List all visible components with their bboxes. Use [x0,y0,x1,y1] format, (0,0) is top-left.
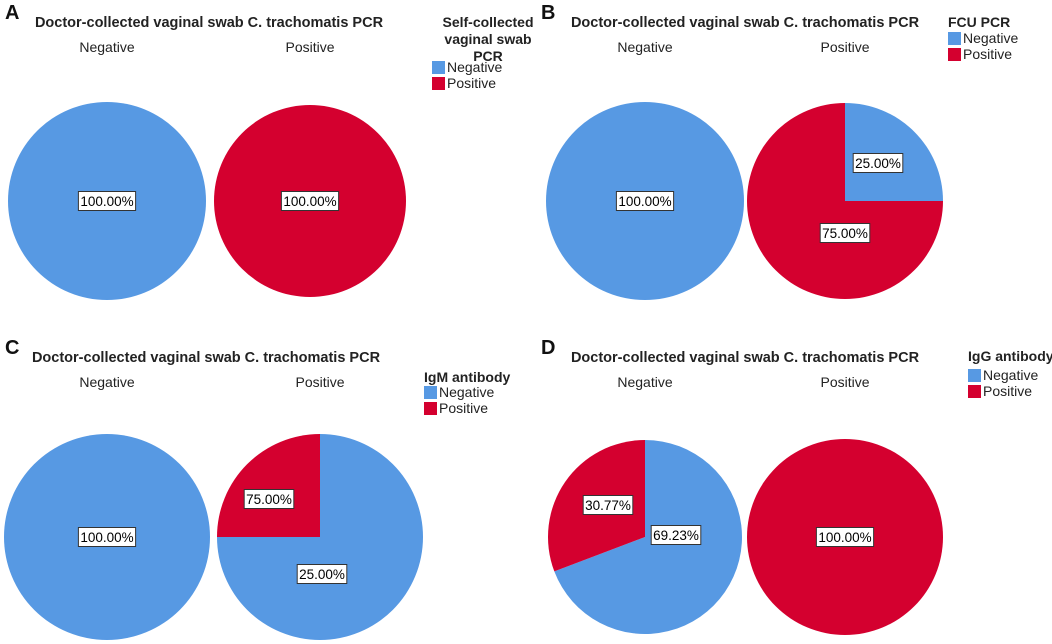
panel-d: D Doctor-collected vaginal swab C. tracho… [541,337,1052,635]
data-label-text: 25.00% [855,156,901,171]
pie-slice [845,103,943,201]
data-label-text: 30.77% [585,498,631,513]
data-label: 69.23% [650,525,702,545]
chart-title: Doctor-collected vaginal swab C. trachom… [35,15,384,31]
legend-title: IgG antibody [968,348,1052,364]
data-label-box [296,564,348,584]
legend-swatch [968,369,981,382]
legend-swatch [424,402,437,415]
legend-swatch [424,386,437,399]
legend-entry: Negative [447,59,502,75]
data-label-text: 100.00% [283,194,336,209]
data-label: 100.00% [615,191,675,211]
legend-swatch [968,385,981,398]
pie-slice [747,103,943,299]
legend-swatch [432,77,445,90]
data-label: 75.00% [243,489,295,509]
data-label-text: 100.00% [818,530,871,545]
category-label: Negative [617,374,672,390]
legend-entry: Positive [963,46,1012,62]
data-label-text: 100.00% [618,194,671,209]
data-label-box [650,525,702,545]
category-label: Positive [820,39,869,55]
data-label-box [815,527,875,547]
legend-swatch [948,48,961,61]
data-label: 100.00% [77,527,137,547]
legend-entry: Negative [963,30,1018,46]
category-label: Negative [79,39,134,55]
panel-letter: C [5,337,19,359]
category-label: Positive [285,39,334,55]
data-label-box [819,223,871,243]
data-label-text: 75.00% [822,226,868,241]
chart-title: Doctor-collected vaginal swab C. trachom… [571,350,920,366]
legend-entry: Positive [439,400,488,416]
chart-title: Doctor-collected vaginal swab C. trachom… [571,15,920,31]
data-label-box [280,191,340,211]
legend-swatch [432,61,445,74]
data-label-text: 25.00% [299,567,345,582]
data-label-text: 75.00% [246,492,292,507]
panel-a: A Doctor-collected vaginal swab C. tracho… [5,2,534,300]
category-label: Positive [295,374,344,390]
data-label: 25.00% [296,564,348,584]
data-label-box [77,527,137,547]
legend-title: IgM antibody [424,369,511,385]
legend-title: vaginal swab [444,31,531,47]
data-label-text: 100.00% [80,530,133,545]
data-label-text: 100.00% [80,194,133,209]
panel-b: B Doctor-collected vaginal swab C. tracho… [541,2,1018,300]
data-label: 100.00% [815,527,875,547]
pie-slice [217,434,320,537]
category-label: Negative [79,374,134,390]
data-label-box [852,153,904,173]
data-label-box [77,191,137,211]
legend-entry: Positive [983,383,1032,399]
data-label: 30.77% [582,495,634,515]
data-label-box [243,489,295,509]
legend-title: Self-collected [442,14,533,30]
legend-title: PCR [473,48,503,64]
data-label: 25.00% [852,153,904,173]
chart-title: Doctor-collected vaginal swab C. trachom… [32,350,381,366]
data-label: 75.00% [819,223,871,243]
legend-title: FCU PCR [948,14,1010,30]
panel-letter: B [541,2,555,24]
category-label: Negative [617,39,672,55]
legend-entry: Positive [447,75,496,91]
data-label-box [582,495,634,515]
panel-letter: A [5,2,19,24]
panel-letter: D [541,337,555,359]
legend-entry: Negative [983,367,1038,383]
data-label-box [615,191,675,211]
legend-swatch [948,32,961,45]
data-label: 100.00% [77,191,137,211]
pie-slice [554,440,742,634]
data-label-text: 69.23% [653,528,699,543]
panel-c: C Doctor-collected vaginal swab C. tracho… [4,337,511,640]
category-label: Positive [820,374,869,390]
legend-entry: Negative [439,384,494,400]
data-label: 100.00% [280,191,340,211]
